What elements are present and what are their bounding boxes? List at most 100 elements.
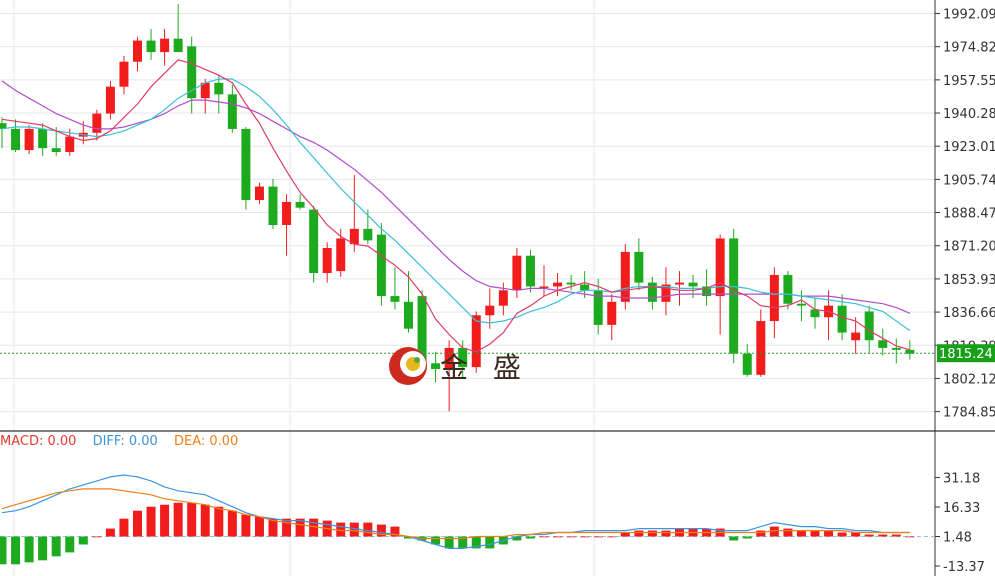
macd-bar [783,528,793,537]
macd-bar [78,536,88,545]
macd-bar [580,536,590,538]
macd-bar [620,532,630,537]
macd-bar [539,536,549,538]
candle-body [634,251,644,283]
macd-bar [295,518,305,537]
candle-body [160,38,170,53]
price-tick-label: 1923.01 [943,140,995,155]
candle-body [309,209,319,274]
macd-bar [65,536,75,553]
candle-body [444,347,454,370]
macd-bar [24,536,34,563]
candle-body [227,94,237,129]
candle-body [92,113,102,133]
candle-body [336,238,346,272]
candle-body [783,274,793,304]
macd-bar [92,536,102,538]
candle-body [810,309,820,318]
macd-bar [851,532,861,537]
price-axis: 1992.09 1974.82 1957.55 1940.28 1923.01 1905.… [934,0,995,576]
price-tick-label: 1853.93 [943,273,995,288]
candle-body [647,282,657,302]
price-tick-label: 1836.66 [943,306,995,321]
candle-body [837,305,847,333]
price-tick-label: 1974.82 [943,41,995,56]
candle-body [580,284,590,291]
candle-body [200,82,210,99]
macd-bar [119,518,129,537]
ma-mid-line [1,78,911,332]
price-tick-label: 1784.85 [943,406,995,421]
macd-bar [607,536,617,538]
macd-bar [146,506,156,537]
macd-bar [864,534,874,537]
macd-legend: MACD: 0.00 DIFF: 0.00 DEA: 0.00 [0,434,250,449]
candle-body [607,301,617,325]
macd-bar [756,530,766,537]
price-tick-label: 1940.28 [943,107,995,122]
macd-bar [349,522,359,537]
macd-bar [769,526,779,537]
candle-body [390,296,400,302]
macd-bar [336,522,346,537]
macd-bar [525,536,535,539]
macd-bar [634,530,644,537]
candle-body [146,40,156,53]
candle-body [864,311,874,341]
price-tick-label: 1905.74 [943,173,995,188]
price-tick-label: 1802.12 [943,372,995,387]
candle-body [173,38,183,53]
moving-averages [1,59,911,353]
candle-body [119,61,129,87]
candle-body [620,251,630,302]
macd-tick-label: 16.33 [943,501,980,516]
price-tick-label: 1888.47 [943,207,995,222]
candle-body [485,305,495,316]
candle-body [282,201,292,225]
macd-bar [458,536,468,549]
macd-bar [742,536,752,539]
macd-bar [471,536,481,549]
candle-body [905,349,915,354]
candle-body [891,347,901,350]
candle-body [512,255,522,291]
candle-body [471,315,481,368]
dea-value: DEA: 0.00 [173,434,239,449]
macd-bar [512,536,522,541]
macd-bar [363,522,373,537]
candle-body [295,201,305,208]
macd-bar [796,530,806,537]
macd-bar [214,506,224,537]
candle-body [0,123,7,129]
macd-bar [810,530,820,537]
candle-body [539,286,549,288]
brand-name: 金 盛 [440,351,529,384]
candle-body [376,234,386,297]
candle-body [133,40,142,62]
candle-body [105,86,115,114]
candle-body [878,340,888,348]
macd-bar [11,536,21,565]
macd-bar [282,518,292,537]
watermark: 金 盛 [386,344,529,388]
macd-bar [376,524,386,537]
macd-bar [566,536,576,538]
candle-body [417,296,427,364]
macd-bar [824,530,834,537]
macd-bar [891,534,901,537]
candle-body [349,228,359,245]
candle-body [65,136,75,152]
price-tick-label: 1957.55 [943,74,995,89]
candle-body [566,282,576,285]
candle-body [675,282,684,285]
macd-bar [905,536,915,538]
candle-body [404,301,413,329]
candle-body [756,321,766,375]
macd-bar [661,530,671,537]
candle-body [254,186,264,201]
candle-body [769,274,779,322]
macd-bar [878,534,888,537]
macd-bar [444,536,454,549]
macd-bar [309,518,319,537]
